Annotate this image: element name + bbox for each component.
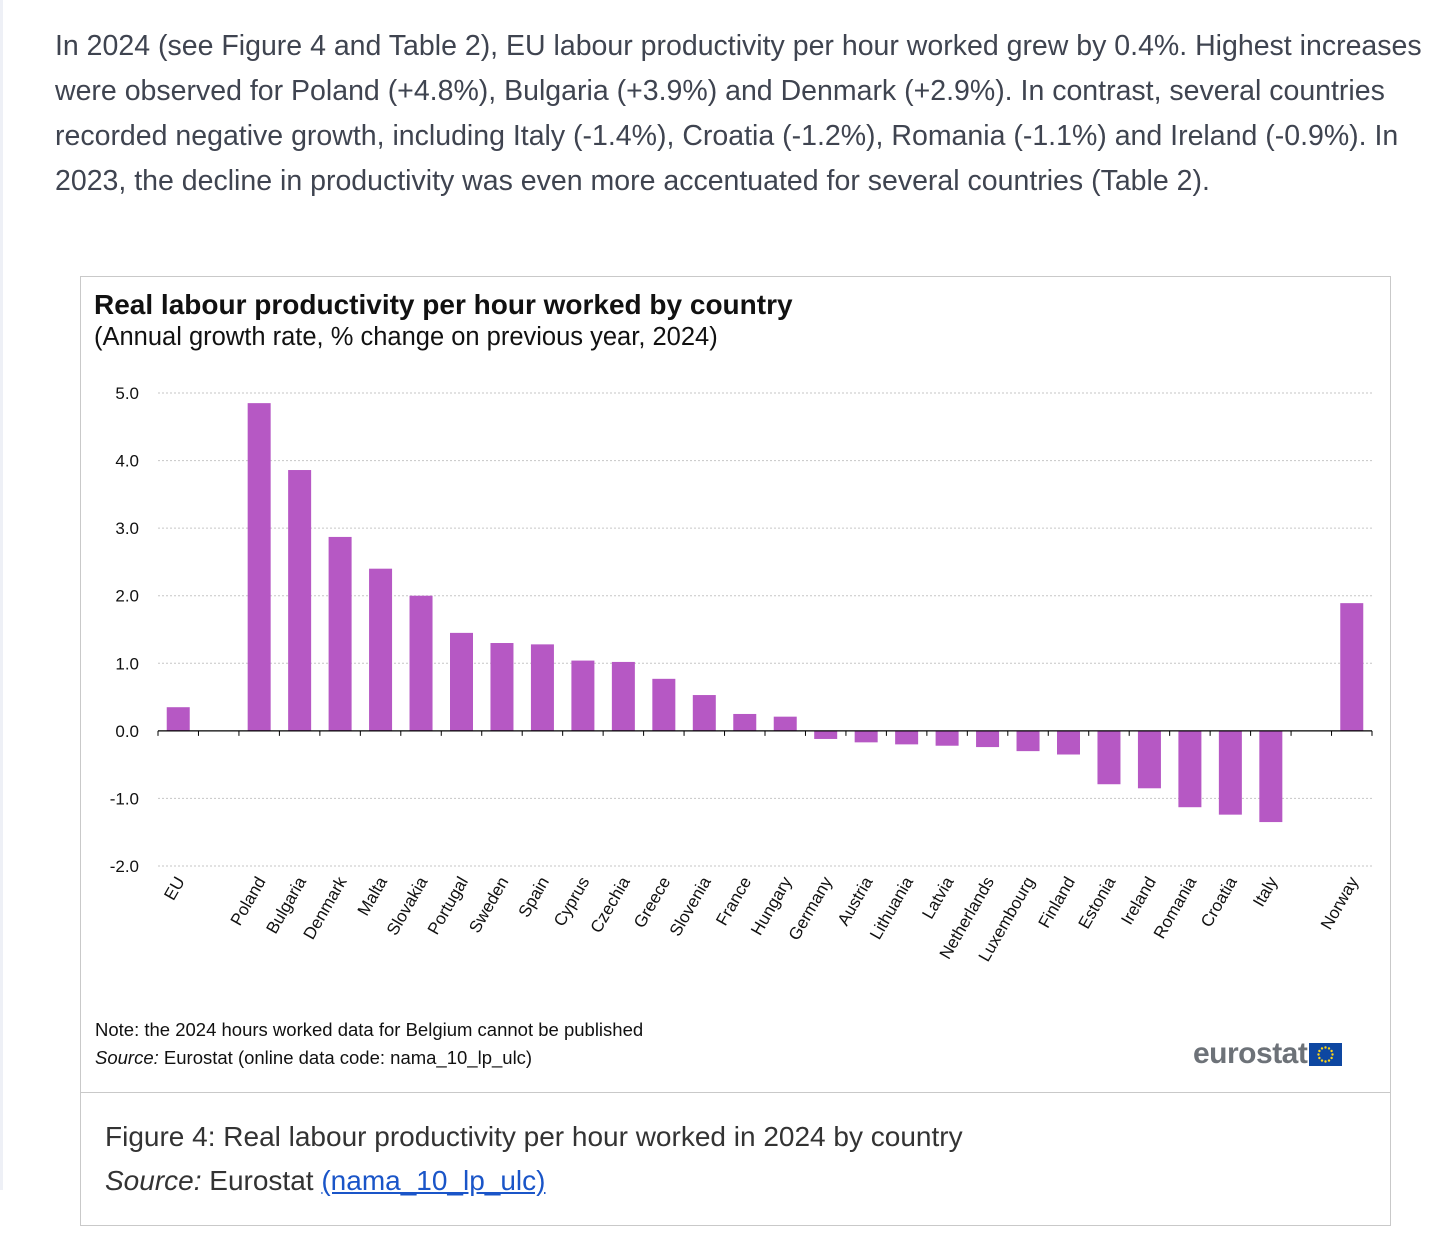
x-tick-label: Finland: [1035, 874, 1079, 932]
bar: [895, 730, 919, 745]
x-tick-label: Spain: [515, 874, 553, 921]
bar-chart: 5.04.03.02.01.00.0-1.0-2.0EU PolandBulgar…: [110, 384, 1373, 965]
bar: [1218, 730, 1242, 815]
y-tick-label: 2.0: [115, 587, 139, 606]
chart-subtitle: (Annual growth rate, % change on previou…: [94, 323, 718, 351]
x-tick-label: Malta: [354, 873, 392, 919]
bar: [1340, 603, 1364, 731]
left-border: [0, 0, 3, 1190]
bar: [490, 643, 514, 731]
x-tick-label: Ireland: [1117, 874, 1159, 929]
caption-source-text: Eurostat: [201, 1165, 322, 1196]
bar: [1016, 730, 1040, 752]
bar: [935, 730, 959, 746]
x-tick-label: Norway: [1317, 873, 1363, 933]
bar: [369, 568, 393, 731]
bar: [611, 661, 635, 731]
caption-panel: Figure 4: Real labour productivity per h…: [81, 1093, 1390, 1225]
x-tick-label: Cyprus: [550, 874, 593, 930]
x-tick-label: Italy: [1249, 873, 1281, 910]
bar: [288, 470, 312, 731]
y-tick-label: 5.0: [115, 384, 139, 403]
bar: [976, 730, 1000, 748]
figure-container: Real labour productivity per hour worked…: [80, 276, 1391, 1226]
chart-note: Note: the 2024 hours worked data for Bel…: [95, 1019, 644, 1040]
bar: [247, 403, 271, 731]
bar: [166, 707, 190, 731]
intro-paragraph: In 2024 (see Figure 4 and Table 2), EU l…: [55, 30, 1422, 197]
eurostat-wordmark: eurostat: [1193, 1037, 1308, 1070]
x-tick-label: Greece: [630, 874, 674, 932]
caption-source: Source: Eurostat (nama_10_lp_ulc): [105, 1165, 545, 1197]
bar: [692, 695, 716, 731]
x-tick-label: France: [712, 874, 755, 929]
bar: [1259, 730, 1283, 823]
y-tick-label: 4.0: [115, 452, 139, 471]
x-tick-label: Estonia: [1075, 873, 1120, 932]
chart-title: Real labour productivity per hour worked…: [94, 289, 793, 320]
y-tick-label: 1.0: [115, 654, 139, 673]
x-tick-label: Latvia: [918, 873, 957, 922]
bar: [530, 644, 554, 731]
bar: [571, 660, 595, 731]
dataset-link[interactable]: (nama_10_lp_ulc): [321, 1165, 546, 1196]
bar: [409, 595, 433, 731]
x-tick-label: Poland: [227, 874, 270, 929]
bar: [814, 730, 838, 739]
bar: [854, 730, 878, 743]
bar: [328, 536, 352, 731]
bar: [1178, 730, 1202, 808]
y-tick-label: 0.0: [115, 722, 139, 741]
x-tick-label: Croatia: [1197, 873, 1241, 930]
chart-source-text: Eurostat (online data code: nama_10_lp_u…: [158, 1047, 533, 1068]
eurostat-logo: eurostat: [1193, 1037, 1343, 1071]
bar: [1097, 730, 1121, 785]
y-tick-label: -1.0: [110, 789, 139, 808]
x-tick-label: EU: [160, 874, 188, 904]
eu-flag-icon: [1309, 1042, 1343, 1066]
x-tick-label: Czechia: [587, 873, 634, 936]
x-tick-label: Austria: [834, 873, 877, 929]
bar: [1057, 730, 1080, 755]
y-tick-label: -2.0: [110, 857, 139, 876]
caption-source-label: Source:: [105, 1165, 202, 1196]
chart-panel: Real labour productivity per hour worked…: [81, 277, 1390, 1093]
figure-caption: Figure 4: Real labour productivity per h…: [105, 1121, 963, 1152]
bar: [450, 632, 473, 731]
chart-source: Source: Eurostat (online data code: nama…: [95, 1047, 532, 1069]
bar: [773, 716, 797, 731]
y-tick-label: 3.0: [115, 519, 139, 538]
chart-source-label: Source:: [95, 1047, 159, 1068]
x-tick-label: Sweden: [465, 874, 512, 937]
bar: [1137, 730, 1161, 789]
bar: [733, 713, 757, 731]
bar: [652, 678, 676, 731]
